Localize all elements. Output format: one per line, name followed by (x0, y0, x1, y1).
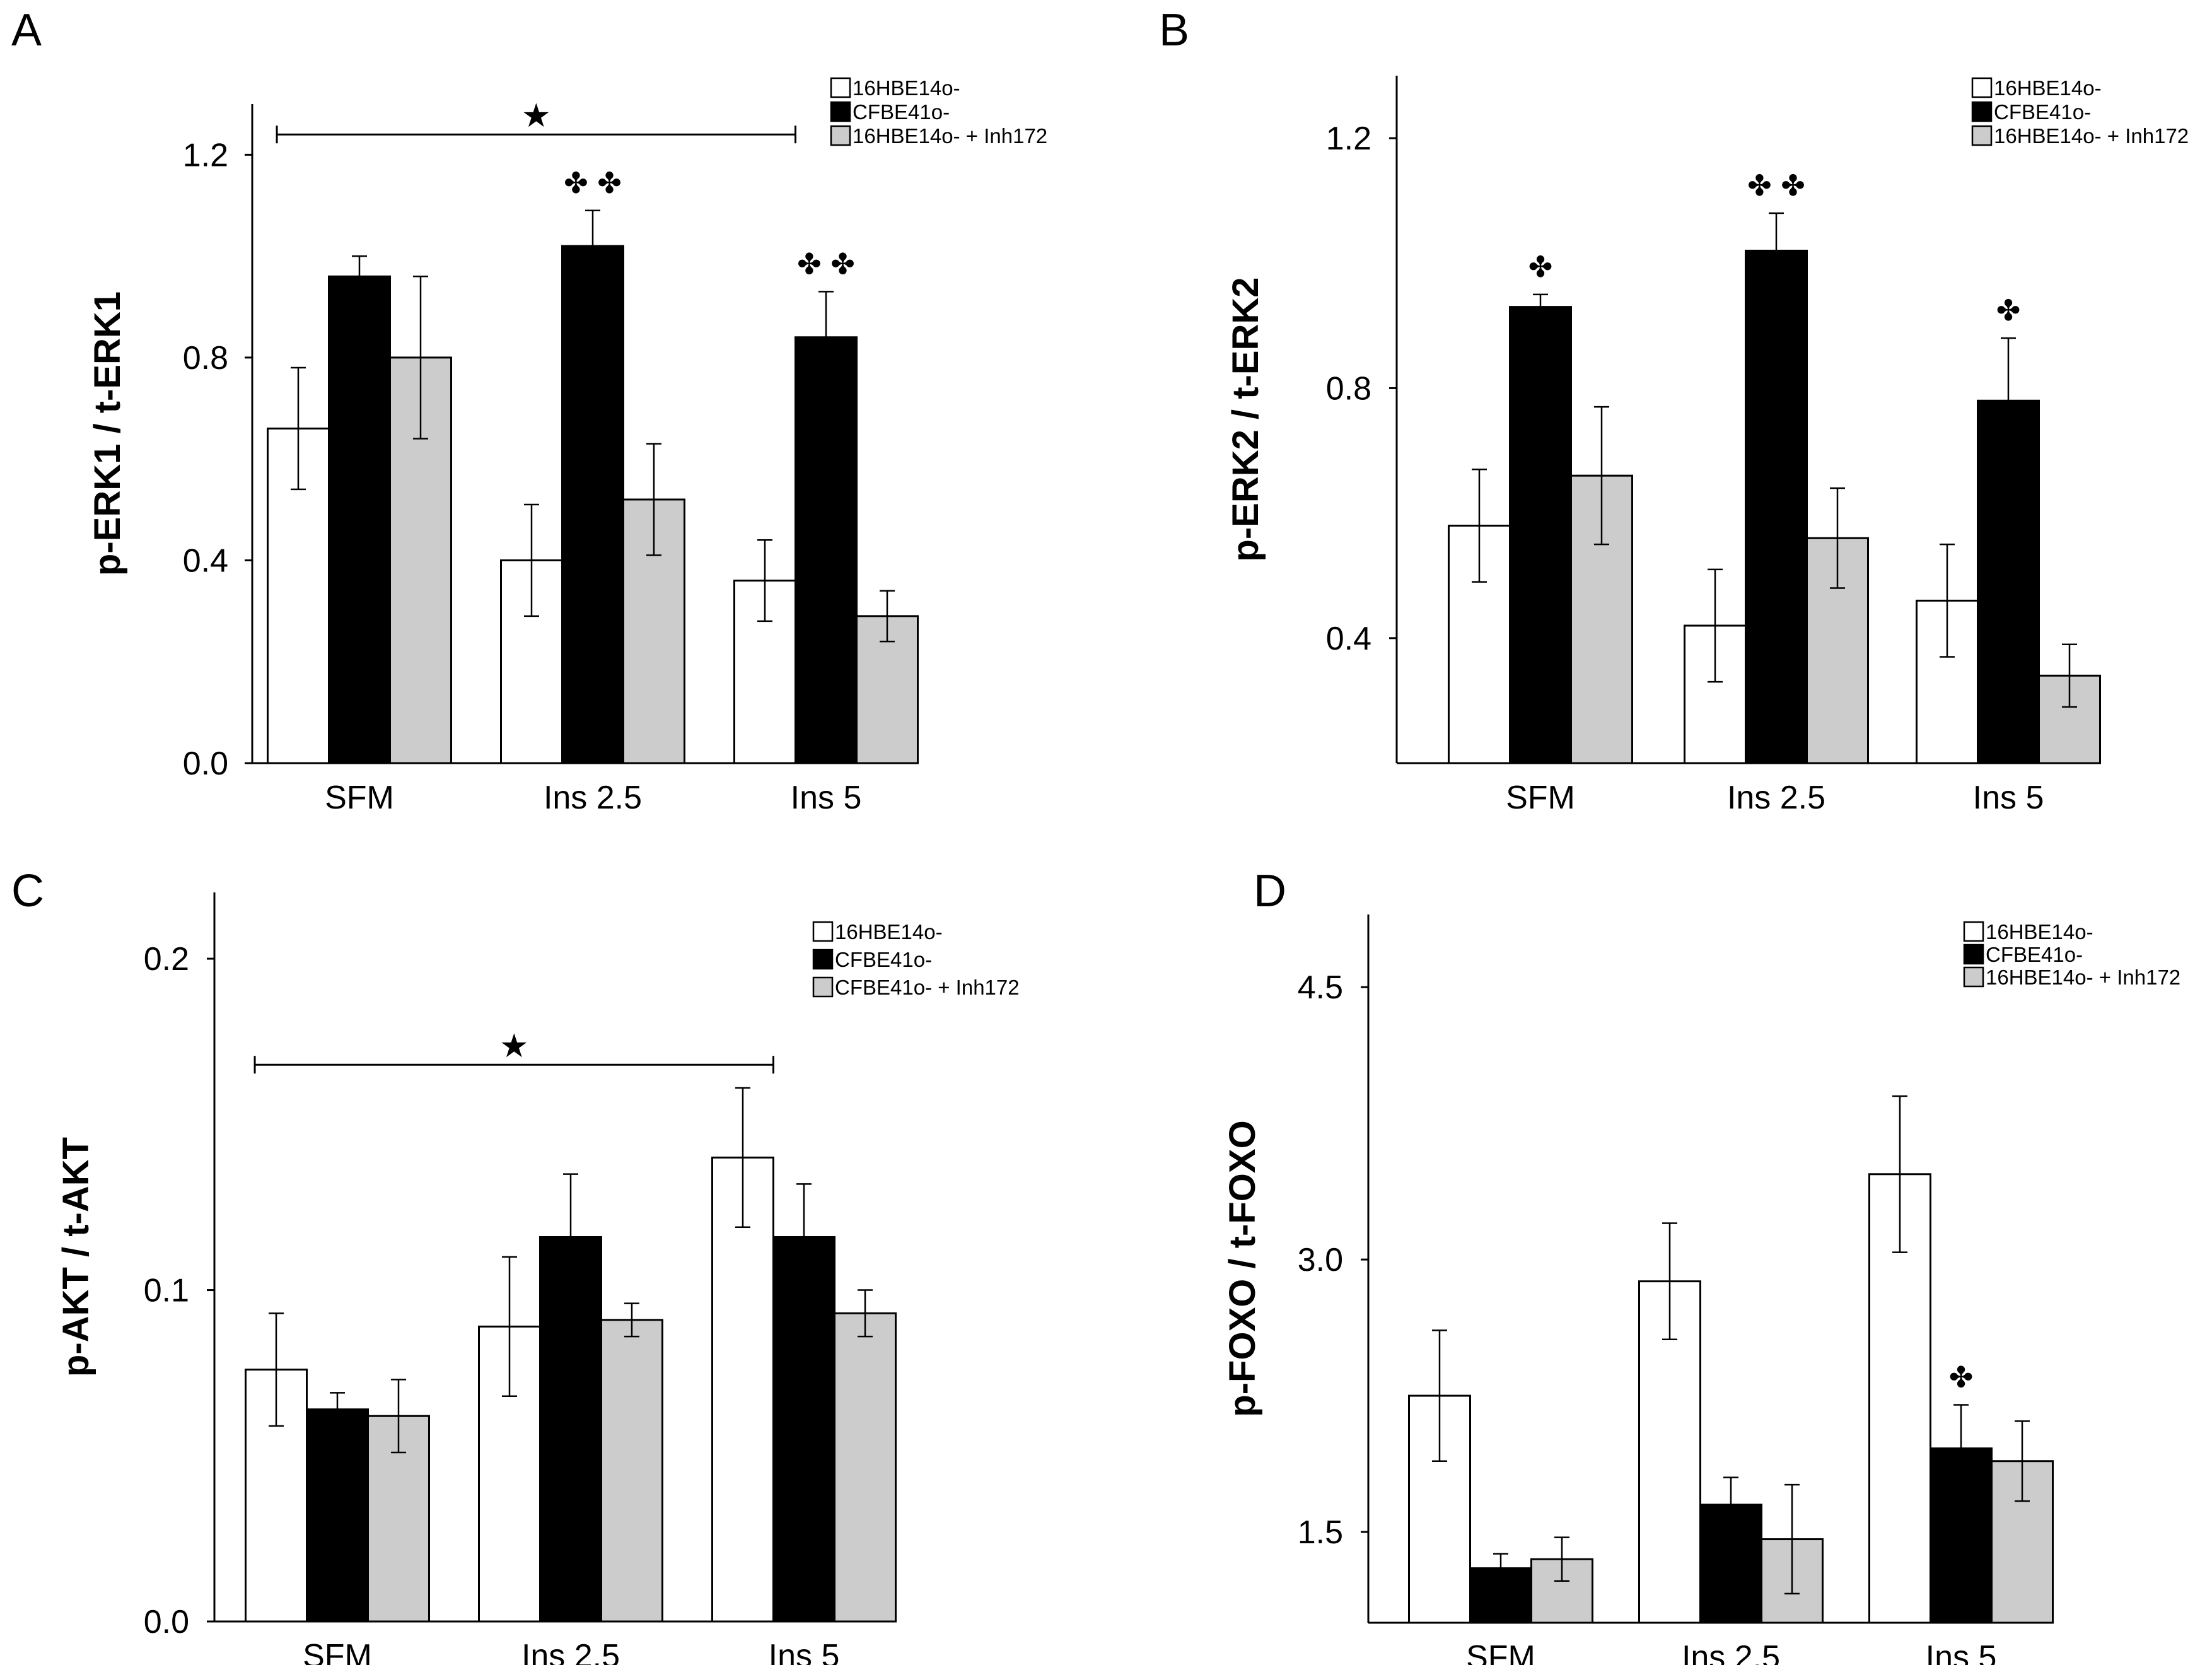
bar (834, 1312, 897, 1623)
legend: 16HBE14o- CFBE41o- CFBE41o- + Inh172 (812, 920, 1020, 999)
x-tick-label: Ins 5 (791, 780, 862, 816)
legend-swatch (812, 976, 834, 998)
legend-label: CFBE41o- + Inh172 (835, 976, 1020, 999)
bar (561, 245, 624, 764)
y-tick-label: 3.0 (1298, 1242, 1343, 1278)
legend-label: 16HBE14o- (1986, 920, 2093, 944)
x-tick-label: Ins 2.5 (521, 1638, 620, 1665)
legend-label: CFBE41o- (1994, 100, 2091, 124)
bar (1745, 249, 1808, 764)
legend-label: 16HBE14o- + Inh172 (1986, 966, 2180, 989)
legend: 16HBE14o-CFBE41o-16HBE14o- + Inh172 (1971, 76, 2189, 148)
y-axis-label: p-FOXO / t-FOXO (1222, 1120, 1263, 1417)
bar (328, 275, 391, 764)
y-axis-label: p-AKT / t-AKT (55, 1137, 96, 1377)
panel-letter: B (1159, 5, 1189, 56)
x-tick-label: SFM (1466, 1639, 1535, 1665)
legend-swatch (830, 101, 851, 122)
y-tick-label: 0.2 (144, 941, 189, 978)
panel-d: D 1.5 3.0 4.5 p-FOXO / t-FOXO SFM Ins 2.5 Ins 5… (1222, 866, 2180, 1665)
y-axis-label: p-ERK1 / t-ERK1 (87, 291, 128, 576)
legend-swatch (812, 949, 834, 970)
legend-label: CFBE41o- (853, 100, 950, 124)
bar (1638, 1280, 1701, 1624)
y-tick-label: 0.1 (144, 1273, 189, 1309)
legend-swatch (1963, 921, 1984, 942)
x-tick-label: SFM (325, 780, 394, 816)
legend-label: 16HBE14o- (835, 920, 943, 944)
legend-swatch (1971, 125, 1993, 146)
y-tick-label: 1.2 (183, 137, 228, 173)
y-tick-label: 0.0 (144, 1604, 189, 1640)
y-tick-label: 0.0 (183, 745, 228, 782)
y-tick-label: 1.2 (1326, 120, 1371, 157)
panel-letter: C (11, 866, 44, 916)
bar (306, 1408, 369, 1623)
significance-mark: ✤ ✤ (564, 166, 622, 200)
legend-label: 16HBE14o- + Inh172 (853, 124, 1047, 148)
x-tick-label: Ins 5 (1973, 780, 2044, 816)
legend: 16HBE14o-CFBE41o-16HBE14o- + Inh172 (830, 76, 1047, 148)
legend-label: 16HBE14o- (853, 76, 960, 100)
y-axis-label: p-ERK2 / t-ERK2 (1225, 277, 1266, 561)
legend-label: CFBE41o- (1986, 943, 2083, 966)
significance-star: ★ (521, 97, 551, 135)
legend-swatch (830, 125, 851, 146)
legend-swatch (1963, 966, 1984, 988)
y-tick-label: 0.8 (1326, 370, 1371, 407)
significance-mark: ✤ ✤ (1747, 168, 1805, 202)
legend-label: CFBE41o- (835, 948, 932, 971)
significance-mark: ✤ (1949, 1360, 1974, 1394)
significance-star: ★ (499, 1027, 529, 1065)
y-tick-label: 0.4 (1326, 621, 1371, 657)
legend: 16HBE14o-CFBE41o-16HBE14o- + Inh172 (1963, 920, 2180, 989)
panel-letter: A (11, 5, 42, 56)
y-tick-label: 0.4 (183, 542, 228, 579)
bar (795, 336, 858, 764)
bar (772, 1236, 835, 1623)
x-tick-label: Ins 5 (769, 1638, 840, 1665)
significance-mark: ✤ (1996, 293, 2021, 327)
x-tick-label: Ins 2.5 (1727, 780, 1825, 816)
panel-letter: D (1254, 866, 1286, 916)
panel-c: C 0.0 0.1 0.2 p-AKT / t-AKT SFM Ins 2.5 Ins 5 ★ 1… (11, 866, 1020, 1665)
legend-swatch (830, 77, 851, 98)
legend-swatch (812, 921, 834, 942)
legend-swatch (1963, 944, 1984, 965)
y-tick-label: 1.5 (1298, 1514, 1343, 1551)
legend-label: 16HBE14o- + Inh172 (1994, 124, 2189, 148)
legend-swatch (1971, 101, 1993, 122)
x-tick-label: Ins 2.5 (1682, 1639, 1780, 1665)
y-tick-label: 4.5 (1298, 969, 1343, 1006)
panel-b: B 0.4 0.8 1.2 p-ERK2 / t-ERK2 SFM Ins 2.5 Ins 5… (1159, 5, 2189, 816)
bar (1509, 306, 1572, 764)
x-tick-label: SFM (1506, 780, 1575, 816)
bar (600, 1319, 663, 1623)
x-tick-label: Ins 5 (1926, 1639, 1997, 1665)
significance-mark: ✤ ✤ (797, 247, 855, 281)
significance-mark: ✤ (1528, 250, 1553, 284)
panel-a: A 0.0 0.4 0.8 1.2 p-ERK1 / t-ERK1 SFM Ins 2.5 In… (11, 5, 1047, 816)
x-tick-label: SFM (303, 1638, 372, 1665)
legend-label: 16HBE14o- (1994, 76, 2102, 100)
y-tick-label: 0.8 (183, 340, 228, 377)
legend-swatch (1971, 77, 1993, 98)
x-tick-label: Ins 2.5 (544, 780, 642, 816)
